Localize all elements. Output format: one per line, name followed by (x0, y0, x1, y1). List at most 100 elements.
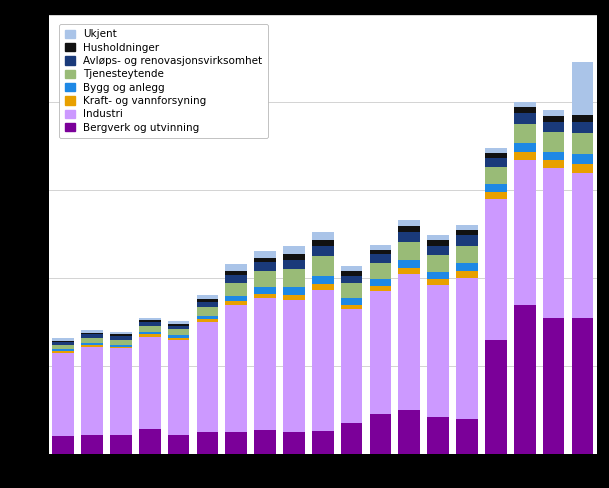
Bar (398, 226, 420, 232)
Bar (485, 148, 507, 153)
Bar (81, 345, 103, 346)
Bar (167, 434, 189, 454)
Bar (52, 345, 74, 349)
Bar (543, 161, 565, 168)
Bar (485, 192, 507, 199)
Bar (514, 143, 535, 152)
Bar (398, 220, 420, 226)
Bar (312, 245, 334, 256)
Bar (485, 184, 507, 192)
Bar (254, 271, 276, 287)
Bar (197, 322, 218, 432)
Bar (456, 278, 478, 419)
Bar (283, 260, 304, 269)
Bar (167, 338, 189, 340)
Bar (225, 264, 247, 271)
Bar (81, 343, 103, 345)
Bar (52, 342, 74, 345)
Bar (543, 109, 565, 116)
Bar (283, 269, 304, 287)
Bar (225, 271, 247, 275)
Bar (543, 122, 565, 132)
Bar (52, 353, 74, 436)
Bar (254, 258, 276, 263)
Bar (572, 318, 593, 454)
Bar (428, 272, 449, 279)
Bar (341, 305, 362, 309)
Bar (110, 346, 132, 348)
Bar (52, 351, 74, 353)
Bar (514, 102, 535, 107)
Bar (485, 199, 507, 340)
Bar (428, 235, 449, 241)
Bar (110, 348, 132, 434)
Bar (225, 301, 247, 305)
Bar (254, 251, 276, 258)
Bar (167, 321, 189, 324)
Bar (428, 279, 449, 285)
Bar (254, 430, 276, 454)
Bar (139, 332, 161, 334)
Bar (81, 434, 103, 454)
Bar (167, 340, 189, 434)
Bar (485, 158, 507, 167)
Bar (254, 294, 276, 298)
Bar (398, 242, 420, 260)
Bar (514, 107, 535, 113)
Bar (428, 245, 449, 255)
Bar (341, 423, 362, 454)
Bar (456, 271, 478, 278)
Bar (283, 295, 304, 300)
Bar (428, 417, 449, 454)
Bar (197, 316, 218, 320)
Bar (456, 230, 478, 235)
Bar (197, 320, 218, 322)
Bar (167, 324, 189, 325)
Bar (370, 245, 391, 250)
Bar (225, 283, 247, 296)
Bar (456, 245, 478, 263)
Bar (312, 290, 334, 431)
Bar (81, 333, 103, 334)
Bar (485, 153, 507, 158)
Bar (110, 340, 132, 345)
Bar (110, 336, 132, 340)
Bar (543, 116, 565, 122)
Bar (428, 241, 449, 245)
Bar (398, 260, 420, 267)
Bar (341, 309, 362, 423)
Bar (370, 414, 391, 454)
Bar (167, 325, 189, 329)
Bar (139, 318, 161, 320)
Bar (514, 160, 535, 305)
Bar (52, 436, 74, 454)
Bar (283, 300, 304, 432)
Bar (341, 266, 362, 271)
Bar (197, 307, 218, 316)
Bar (572, 164, 593, 173)
Bar (197, 302, 218, 307)
Bar (543, 132, 565, 152)
Bar (197, 432, 218, 454)
Bar (398, 267, 420, 274)
Bar (514, 305, 535, 454)
Bar (398, 410, 420, 454)
Bar (543, 152, 565, 161)
Bar (341, 298, 362, 305)
Bar (572, 154, 593, 164)
Bar (139, 325, 161, 332)
Bar (110, 345, 132, 346)
Bar (283, 287, 304, 295)
Bar (456, 224, 478, 230)
Bar (341, 284, 362, 298)
Bar (139, 322, 161, 325)
Bar (167, 335, 189, 338)
Bar (225, 305, 247, 432)
Bar (81, 334, 103, 338)
Bar (110, 332, 132, 334)
Bar (283, 254, 304, 260)
Bar (139, 320, 161, 322)
Bar (283, 245, 304, 254)
Bar (312, 241, 334, 245)
Bar (254, 298, 276, 430)
